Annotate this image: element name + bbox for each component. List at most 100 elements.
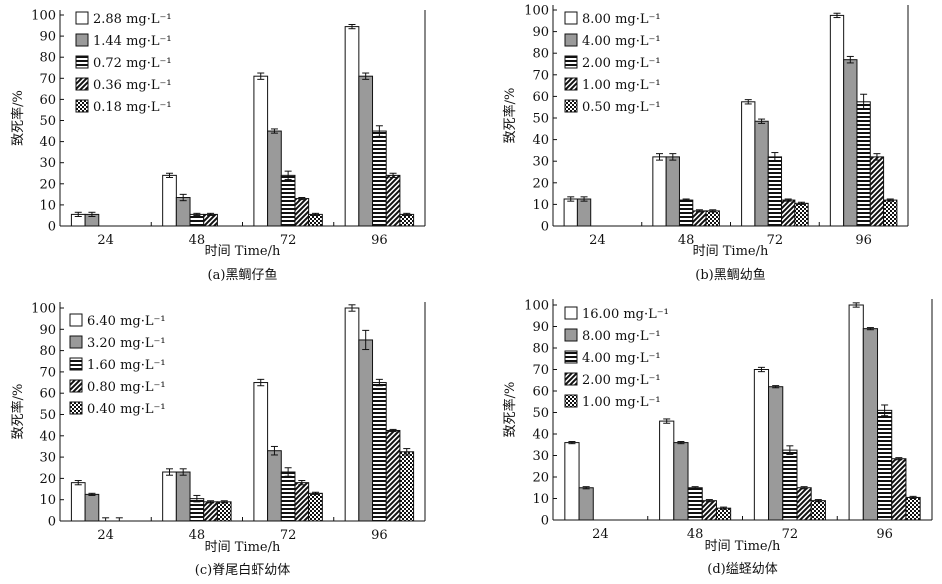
y-axis-label: 致死率/% bbox=[10, 90, 26, 146]
bar bbox=[715, 507, 732, 521]
bar bbox=[267, 450, 282, 522]
legend-swatch bbox=[564, 350, 578, 364]
bar bbox=[344, 307, 360, 522]
y-tick-label: 100 bbox=[524, 299, 549, 314]
panel-caption: (a)黑鲷仔鱼 bbox=[208, 267, 278, 283]
y-tick-label: 100 bbox=[31, 9, 56, 24]
bar bbox=[399, 451, 415, 522]
bar bbox=[253, 382, 269, 522]
bar bbox=[877, 409, 893, 521]
x-tick-label: 48 bbox=[189, 233, 206, 248]
y-axis-label: 致死率/% bbox=[10, 384, 26, 440]
bar bbox=[741, 101, 756, 227]
x-tick-label: 96 bbox=[371, 233, 388, 248]
bar bbox=[564, 442, 580, 521]
bar bbox=[175, 471, 191, 522]
chart-panel-1: 0 10 20 30 40 50 60 70 80 90 100 24 48 72 96 2.88 mg·L⁻… bbox=[10, 9, 426, 283]
legend-swatch bbox=[75, 99, 89, 113]
bar bbox=[280, 471, 296, 522]
legend-label: 0.40 mg·L⁻¹ bbox=[87, 402, 166, 417]
legend-swatch bbox=[75, 55, 89, 69]
y-tick-label: 20 bbox=[532, 176, 549, 191]
y-tick-label: 60 bbox=[532, 90, 549, 105]
y-tick-label: 20 bbox=[39, 177, 56, 192]
chart-panel-4: 0 10 20 30 40 50 60 70 80 90 100 24 48 72 96 16.00 mg·L… bbox=[502, 299, 933, 577]
legend-label: 8.00 mg·L⁻¹ bbox=[582, 12, 661, 27]
y-tick-label: 0 bbox=[48, 220, 56, 235]
bar bbox=[869, 156, 885, 227]
y-tick-label: 80 bbox=[532, 342, 549, 357]
bar bbox=[829, 14, 845, 227]
y-tick-label: 30 bbox=[39, 451, 56, 466]
y-tick-label: 40 bbox=[532, 133, 549, 148]
y-tick-label: 90 bbox=[532, 320, 549, 335]
bar bbox=[189, 213, 205, 227]
y-tick-label: 0 bbox=[48, 515, 56, 530]
bar bbox=[856, 101, 871, 227]
x-tick-label: 96 bbox=[371, 528, 388, 543]
y-tick-label: 30 bbox=[532, 155, 549, 170]
bar bbox=[253, 75, 269, 227]
bar bbox=[705, 210, 720, 227]
legend-swatch bbox=[564, 33, 578, 47]
y-tick-label: 20 bbox=[532, 471, 549, 486]
legend-swatch bbox=[69, 379, 83, 393]
bar bbox=[891, 458, 907, 521]
bar bbox=[308, 492, 323, 522]
legend-swatch bbox=[69, 357, 83, 371]
legend-label: 0.80 mg·L⁻¹ bbox=[87, 380, 166, 395]
bar bbox=[576, 198, 592, 227]
bar bbox=[308, 213, 323, 227]
bar bbox=[768, 386, 784, 521]
bar bbox=[701, 500, 717, 521]
y-tick-label: 70 bbox=[532, 68, 549, 83]
y-tick-label: 80 bbox=[39, 344, 56, 359]
bar bbox=[70, 482, 86, 522]
legend-label: 1.00 mg·L⁻¹ bbox=[582, 395, 661, 410]
y-tick-label: 60 bbox=[39, 387, 56, 402]
x-tick-label: 24 bbox=[592, 527, 609, 542]
y-tick-label: 50 bbox=[532, 112, 549, 127]
x-tick-label: 48 bbox=[687, 527, 704, 542]
x-axis-label: 时间 Time/h bbox=[205, 540, 281, 555]
bar bbox=[175, 197, 191, 227]
panel-caption: (d)缢蛏幼体 bbox=[707, 562, 777, 577]
legend-swatch bbox=[69, 335, 83, 349]
bar bbox=[665, 156, 680, 227]
bar bbox=[294, 198, 310, 227]
y-tick-label: 0 bbox=[541, 514, 549, 529]
legend-label: 2.00 mg·L⁻¹ bbox=[582, 56, 661, 71]
bar bbox=[294, 482, 310, 522]
bar bbox=[267, 130, 282, 227]
bar bbox=[203, 213, 218, 227]
legend-label: 6.40 mg·L⁻¹ bbox=[87, 314, 166, 329]
x-tick-label: 72 bbox=[767, 233, 784, 248]
legend-label: 16.00 mg·L⁻¹ bbox=[582, 307, 669, 322]
y-tick-label: 90 bbox=[532, 25, 549, 40]
y-tick-label: 60 bbox=[532, 385, 549, 400]
x-tick-label: 48 bbox=[189, 528, 206, 543]
x-tick-label: 24 bbox=[589, 233, 606, 248]
x-tick-label: 24 bbox=[97, 528, 114, 543]
legend-swatch bbox=[75, 77, 89, 91]
legend-swatch bbox=[564, 372, 578, 386]
legend-label: 0.50 mg·L⁻¹ bbox=[582, 100, 661, 115]
y-tick-label: 10 bbox=[532, 198, 549, 213]
y-tick-label: 80 bbox=[532, 47, 549, 62]
bar bbox=[216, 501, 232, 522]
legend-label: 2.88 mg·L⁻¹ bbox=[93, 12, 172, 27]
bar bbox=[687, 487, 703, 521]
bar bbox=[578, 487, 594, 521]
bar bbox=[385, 174, 401, 227]
x-tick-label: 72 bbox=[280, 528, 297, 543]
bar bbox=[883, 199, 898, 227]
bar bbox=[781, 199, 796, 227]
x-axis-label: 时间 Time/h bbox=[705, 539, 781, 554]
bar bbox=[810, 500, 826, 521]
x-axis-label: 时间 Time/h bbox=[205, 244, 281, 259]
legend-label: 1.44 mg·L⁻¹ bbox=[93, 34, 172, 49]
chart-panel-3: 0 10 20 30 40 50 60 70 80 90 100 24 48 72 96 6.40 mg·L⁻… bbox=[10, 302, 426, 578]
chart-panel-2: 0 10 20 30 40 50 60 70 80 90 100 24 48 72 96 8.00 mg·L⁻… bbox=[502, 4, 909, 283]
y-tick-label: 100 bbox=[31, 302, 56, 317]
